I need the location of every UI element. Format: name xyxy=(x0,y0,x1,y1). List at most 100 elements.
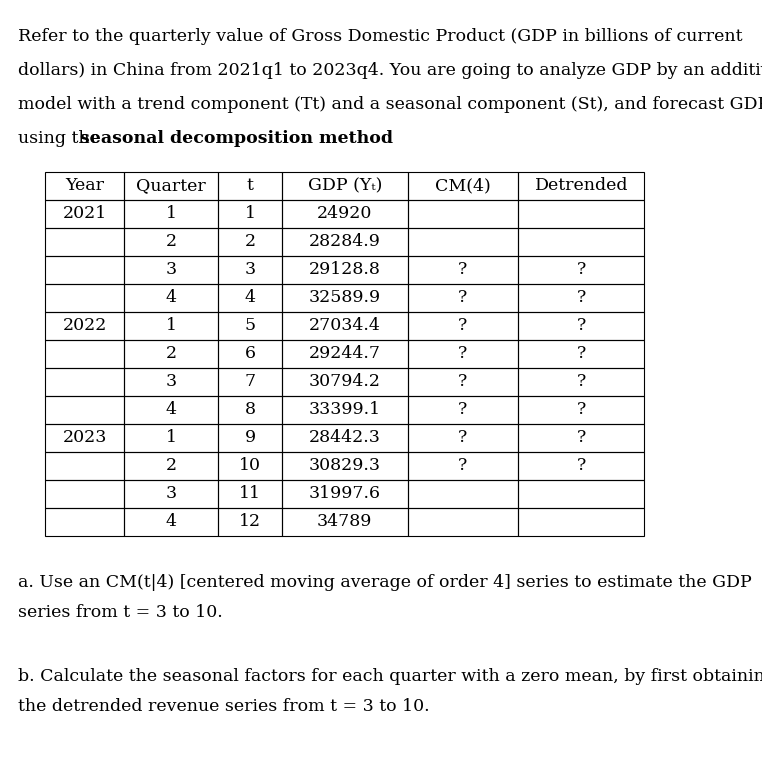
Text: 30829.3: 30829.3 xyxy=(309,457,381,475)
Bar xyxy=(281,200,408,228)
Text: 4: 4 xyxy=(245,290,255,306)
Text: 10: 10 xyxy=(239,457,261,475)
Text: 34789: 34789 xyxy=(317,514,373,530)
Text: 9: 9 xyxy=(245,430,255,447)
Text: t: t xyxy=(247,178,254,194)
Text: the detrended revenue series from t = 3 to 10.: the detrended revenue series from t = 3 … xyxy=(18,698,430,715)
Text: 2: 2 xyxy=(166,233,177,251)
Bar xyxy=(518,368,645,396)
Text: 29244.7: 29244.7 xyxy=(309,345,381,363)
Bar xyxy=(281,228,408,256)
Text: 2022: 2022 xyxy=(62,318,107,335)
Bar xyxy=(219,396,281,424)
Bar xyxy=(281,396,408,424)
Bar xyxy=(219,256,281,284)
Text: 3: 3 xyxy=(245,261,255,278)
Text: 32589.9: 32589.9 xyxy=(309,290,381,306)
Bar xyxy=(45,480,124,508)
Bar xyxy=(408,172,518,200)
Bar xyxy=(219,284,281,312)
Bar xyxy=(45,452,124,480)
Text: ?: ? xyxy=(577,373,586,390)
Bar xyxy=(408,256,518,284)
Bar xyxy=(518,480,645,508)
Text: 2: 2 xyxy=(245,233,255,251)
Bar xyxy=(408,452,518,480)
Bar xyxy=(124,228,219,256)
Bar xyxy=(219,480,281,508)
Text: dollars) in China from 2021q1 to 2023q4. You are going to analyze GDP by an addi: dollars) in China from 2021q1 to 2023q4.… xyxy=(18,62,762,79)
Text: 30794.2: 30794.2 xyxy=(309,373,381,390)
Bar xyxy=(45,312,124,340)
Bar xyxy=(219,172,281,200)
Bar xyxy=(219,340,281,368)
Bar xyxy=(408,480,518,508)
Bar xyxy=(518,396,645,424)
Text: ?: ? xyxy=(459,457,468,475)
Bar xyxy=(45,368,124,396)
Bar xyxy=(124,424,219,452)
Bar xyxy=(281,368,408,396)
Bar xyxy=(45,424,124,452)
Text: ?: ? xyxy=(459,261,468,278)
Text: 8: 8 xyxy=(245,402,255,418)
Bar xyxy=(408,228,518,256)
Text: Year: Year xyxy=(65,178,104,194)
Text: 28284.9: 28284.9 xyxy=(309,233,381,251)
Text: ?: ? xyxy=(459,345,468,363)
Bar xyxy=(518,340,645,368)
Text: b. Calculate the seasonal factors for each quarter with a zero mean, by first ob: b. Calculate the seasonal factors for ea… xyxy=(18,668,762,685)
Bar xyxy=(219,368,281,396)
Text: Quarter: Quarter xyxy=(136,178,207,194)
Bar xyxy=(518,508,645,536)
Text: 24920: 24920 xyxy=(317,206,373,223)
Bar xyxy=(45,340,124,368)
Text: GDP (Yₜ): GDP (Yₜ) xyxy=(308,178,382,194)
Text: 4: 4 xyxy=(166,402,177,418)
Bar xyxy=(408,312,518,340)
Text: 29128.8: 29128.8 xyxy=(309,261,381,278)
Text: ?: ? xyxy=(459,402,468,418)
Bar xyxy=(219,228,281,256)
Text: 2: 2 xyxy=(166,345,177,363)
Bar xyxy=(124,368,219,396)
Text: ?: ? xyxy=(577,290,586,306)
Bar xyxy=(219,508,281,536)
Bar xyxy=(408,340,518,368)
Bar xyxy=(518,452,645,480)
Bar xyxy=(219,200,281,228)
Bar xyxy=(281,340,408,368)
Text: 7: 7 xyxy=(245,373,255,390)
Text: 1: 1 xyxy=(166,206,177,223)
Bar xyxy=(124,452,219,480)
Text: ?: ? xyxy=(577,345,586,363)
Text: 31997.6: 31997.6 xyxy=(309,485,381,502)
Bar xyxy=(408,368,518,396)
Text: seasonal decomposition method: seasonal decomposition method xyxy=(80,130,393,147)
Bar xyxy=(45,284,124,312)
Text: Refer to the quarterly value of Gross Domestic Product (GDP in billions of curre: Refer to the quarterly value of Gross Do… xyxy=(18,28,742,45)
Text: 1: 1 xyxy=(245,206,255,223)
Text: 28442.3: 28442.3 xyxy=(309,430,381,447)
Text: ?: ? xyxy=(577,318,586,335)
Text: 3: 3 xyxy=(166,485,177,502)
Text: ?: ? xyxy=(577,402,586,418)
Bar xyxy=(219,424,281,452)
Text: 33399.1: 33399.1 xyxy=(309,402,381,418)
Text: ?: ? xyxy=(459,430,468,447)
Bar xyxy=(281,172,408,200)
Bar xyxy=(518,284,645,312)
Bar xyxy=(124,480,219,508)
Text: ?: ? xyxy=(459,290,468,306)
Bar xyxy=(408,200,518,228)
Bar xyxy=(124,396,219,424)
Bar xyxy=(124,340,219,368)
Text: 4: 4 xyxy=(166,514,177,530)
Bar xyxy=(124,256,219,284)
Text: ?: ? xyxy=(577,457,586,475)
Text: series from t = 3 to 10.: series from t = 3 to 10. xyxy=(18,604,223,621)
Bar xyxy=(518,228,645,256)
Bar xyxy=(45,256,124,284)
Text: Detrended: Detrended xyxy=(534,178,628,194)
Text: model with a trend component (Tt) and a seasonal component (St), and forecast GD: model with a trend component (Tt) and a … xyxy=(18,96,762,113)
